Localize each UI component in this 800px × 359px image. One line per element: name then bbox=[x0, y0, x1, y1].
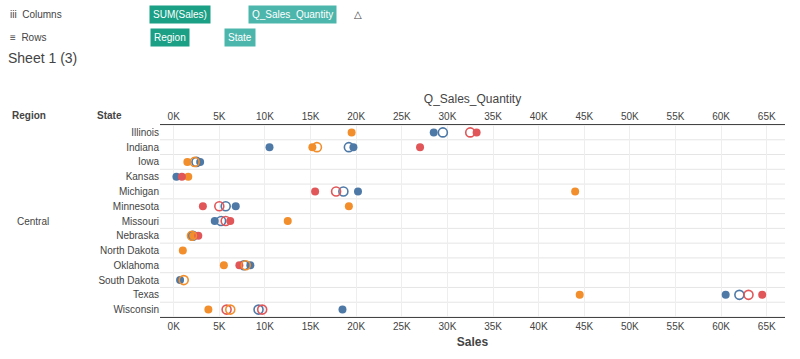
svg-text:45K: 45K bbox=[575, 321, 593, 332]
svg-text:Region: Region bbox=[154, 32, 186, 43]
svg-text:Indiana: Indiana bbox=[126, 142, 159, 153]
svg-text:20K: 20K bbox=[347, 111, 365, 122]
svg-text:0K: 0K bbox=[168, 111, 181, 122]
svg-text:Nebraska: Nebraska bbox=[116, 230, 159, 241]
svg-text:50K: 50K bbox=[621, 321, 639, 332]
svg-text:60K: 60K bbox=[712, 321, 730, 332]
svg-text:Oklahoma: Oklahoma bbox=[113, 260, 159, 271]
svg-text:60K: 60K bbox=[712, 111, 730, 122]
svg-text:Michigan: Michigan bbox=[119, 186, 159, 197]
svg-text:Q_Sales_Quantity: Q_Sales_Quantity bbox=[252, 9, 333, 20]
svg-text:iii Columns: iii Columns bbox=[10, 9, 62, 20]
svg-text:50K: 50K bbox=[621, 111, 639, 122]
svg-text:15K: 15K bbox=[302, 321, 320, 332]
svg-text:Illinois: Illinois bbox=[131, 127, 159, 138]
svg-text:35K: 35K bbox=[484, 111, 502, 122]
svg-text:SUM(Sales): SUM(Sales) bbox=[153, 9, 207, 20]
svg-text:5K: 5K bbox=[213, 321, 226, 332]
svg-text:40K: 40K bbox=[530, 111, 548, 122]
svg-text:20K: 20K bbox=[347, 321, 365, 332]
svg-text:Central: Central bbox=[17, 216, 49, 227]
svg-text:Kansas: Kansas bbox=[126, 171, 159, 182]
svg-text:15K: 15K bbox=[302, 111, 320, 122]
svg-text:35K: 35K bbox=[484, 321, 502, 332]
svg-text:Texas: Texas bbox=[133, 289, 159, 300]
svg-text:Iowa: Iowa bbox=[138, 156, 160, 167]
svg-text:Missouri: Missouri bbox=[122, 216, 159, 227]
svg-text:North Dakota: North Dakota bbox=[100, 245, 159, 256]
svg-text:South Dakota: South Dakota bbox=[98, 275, 159, 286]
svg-text:Region: Region bbox=[12, 110, 46, 121]
svg-text:State: State bbox=[228, 32, 252, 43]
svg-text:≡ Rows: ≡ Rows bbox=[10, 32, 46, 43]
svg-text:Wisconsin: Wisconsin bbox=[113, 304, 159, 315]
svg-text:Minnesota: Minnesota bbox=[113, 201, 160, 212]
svg-text:40K: 40K bbox=[530, 321, 548, 332]
svg-text:0K: 0K bbox=[168, 321, 181, 332]
svg-text:25K: 25K bbox=[393, 321, 411, 332]
svg-text:State: State bbox=[97, 110, 122, 121]
svg-text:10K: 10K bbox=[256, 111, 274, 122]
svg-text:30K: 30K bbox=[439, 321, 457, 332]
svg-text:△: △ bbox=[354, 9, 362, 20]
svg-text:55K: 55K bbox=[667, 321, 685, 332]
svg-text:Sheet 1 (3): Sheet 1 (3) bbox=[8, 50, 77, 66]
svg-text:25K: 25K bbox=[393, 111, 411, 122]
svg-text:45K: 45K bbox=[575, 111, 593, 122]
svg-text:10K: 10K bbox=[256, 321, 274, 332]
svg-text:5K: 5K bbox=[213, 111, 226, 122]
svg-text:Q_Sales_Quantity: Q_Sales_Quantity bbox=[424, 92, 521, 106]
svg-text:65K: 65K bbox=[758, 111, 776, 122]
svg-text:65K: 65K bbox=[758, 321, 776, 332]
svg-text:55K: 55K bbox=[667, 111, 685, 122]
svg-text:Sales: Sales bbox=[457, 335, 489, 349]
svg-text:30K: 30K bbox=[439, 111, 457, 122]
